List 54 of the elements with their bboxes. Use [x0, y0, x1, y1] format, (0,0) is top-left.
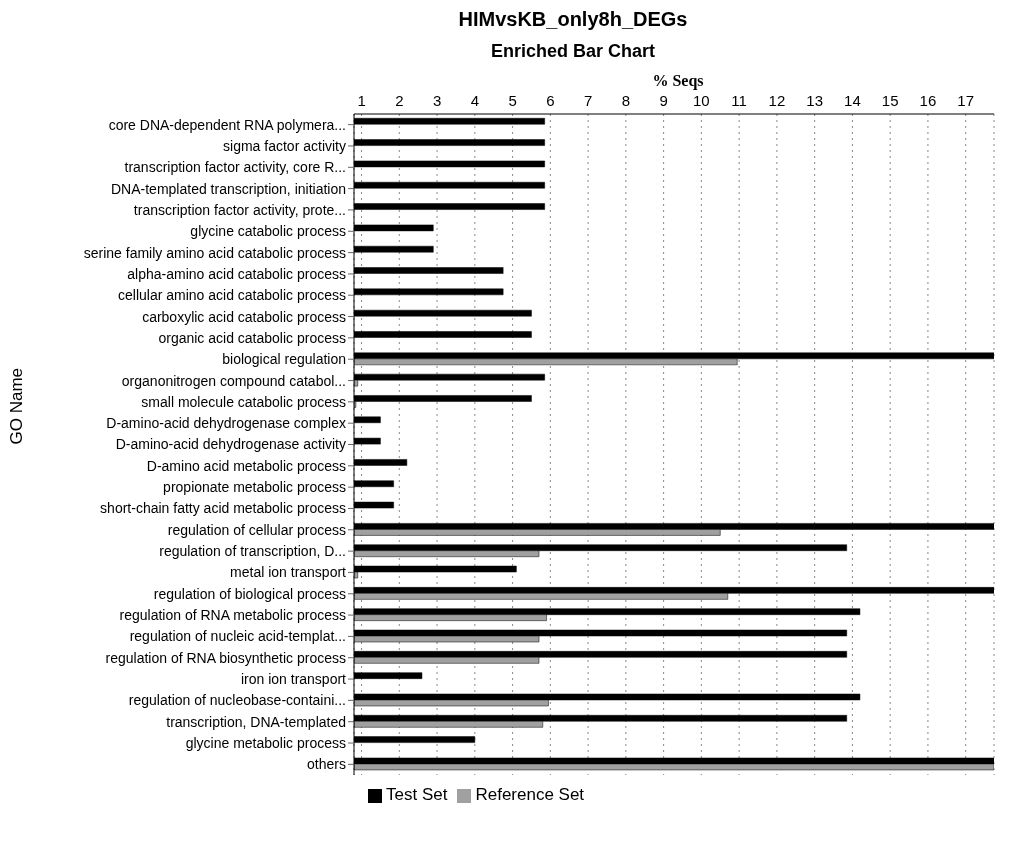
x-tick-label: 7: [583, 92, 593, 109]
y-tick-label: transcription factor activity, prote...: [133, 201, 346, 218]
y-tick-label: others: [307, 756, 346, 773]
chart-title: HIMvsKB_only8h_DEGs: [457, 8, 689, 31]
x-tick-label: 5: [508, 92, 517, 109]
x-tick-label: 14: [844, 92, 861, 109]
legend-label: Reference Set: [475, 785, 585, 804]
y-tick-label: transcription, DNA-templated: [166, 713, 346, 730]
y-tick-label: short-chain fatty acid metabolic process: [100, 500, 346, 517]
y-tick-label: serine family amino acid catabolic process: [83, 244, 346, 261]
y-tick-label: organic acid catabolic process: [158, 329, 346, 346]
y-tick-label: regulation of nucleic acid-templat...: [129, 628, 346, 645]
y-tick-label: organonitrogen compound catabol...: [121, 372, 346, 389]
y-tick-label: carboxylic acid catabolic process: [142, 308, 346, 325]
x-axis-title: % Seqs: [651, 72, 705, 90]
x-tick-label: 8: [621, 92, 631, 109]
y-tick-label: DNA-templated transcription, initiation: [111, 180, 346, 197]
y-tick-label: D-amino-acid dehydrogenase complex: [106, 415, 346, 432]
y-tick-label: glycine metabolic process: [185, 734, 346, 751]
y-tick-label: transcription factor activity, core R...: [124, 159, 346, 176]
y-tick-label: D-amino acid metabolic process: [146, 457, 346, 474]
y-tick-label: propionate metabolic process: [163, 479, 346, 496]
chart-subtitle: Enriched Bar Chart: [489, 41, 656, 62]
x-tick-label: 3: [432, 92, 442, 109]
x-tick-label: 4: [470, 92, 479, 109]
y-tick-label: regulation of RNA metabolic process: [119, 607, 346, 624]
legend-label: Test Set: [386, 785, 448, 804]
y-axis-title: GO Name: [7, 367, 27, 445]
y-tick-label: core DNA-dependent RNA polymera...: [108, 116, 346, 133]
y-tick-label: regulation of RNA biosynthetic process: [105, 649, 346, 666]
y-tick-label: metal ion transport: [230, 564, 347, 581]
x-tick-label: 1: [357, 92, 366, 109]
x-tick-label: 16: [919, 92, 937, 109]
x-tick-label: 2: [395, 92, 404, 109]
x-tick-label: 11: [731, 92, 747, 109]
y-tick-label: regulation of biological process: [153, 585, 346, 602]
y-tick-label: cellular amino acid catabolic process: [118, 287, 346, 304]
y-tick-label: D-amino-acid dehydrogenase activity: [115, 436, 346, 453]
x-tick-label: 6: [546, 92, 555, 109]
y-tick-label: biological regulation: [222, 351, 346, 368]
x-tick-label: 10: [693, 92, 710, 109]
x-tick-label: 12: [768, 92, 786, 109]
y-tick-label: regulation of cellular process: [167, 521, 346, 538]
x-tick-label: 9: [659, 92, 668, 109]
y-tick-label: alpha-amino acid catabolic process: [127, 265, 346, 282]
y-tick-label: iron ion transport: [240, 671, 347, 688]
x-tick-label: 17: [957, 92, 975, 109]
y-tick-label: regulation of transcription, D...: [159, 543, 346, 560]
x-tick-label: 15: [881, 92, 899, 109]
y-tick-label: sigma factor activity: [223, 137, 346, 154]
x-tick-label: 13: [806, 92, 823, 109]
y-tick-label: regulation of nucleobase-containi...: [128, 692, 346, 709]
y-tick-label: glycine catabolic process: [190, 223, 346, 240]
y-tick-label: small molecule catabolic process: [141, 393, 346, 410]
